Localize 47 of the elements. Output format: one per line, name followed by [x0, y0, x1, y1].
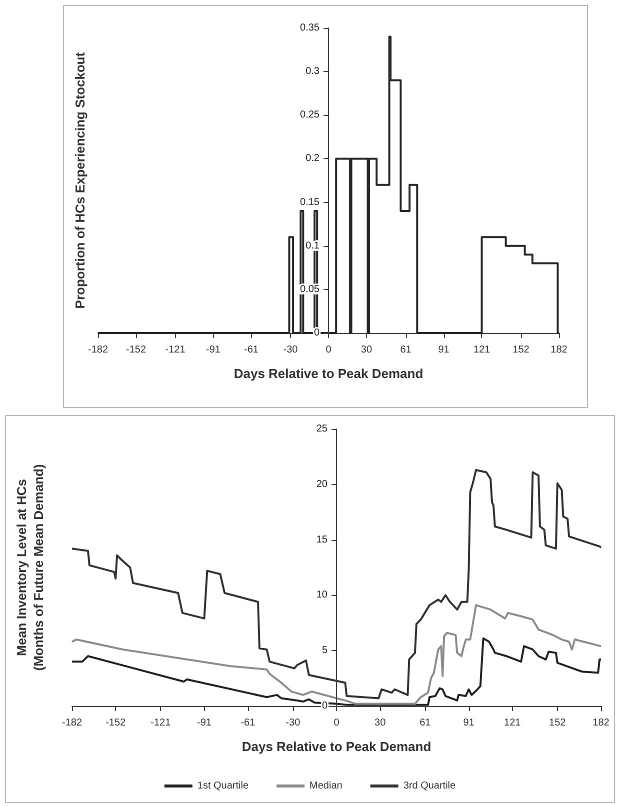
y-tick-label: 0.35: [300, 22, 320, 34]
x-tick-label: 30: [374, 718, 386, 728]
y-tick-label: 0: [322, 700, 328, 712]
y-tick-label: 15: [316, 534, 328, 546]
x-tick-label: -30: [283, 344, 298, 356]
x-tick-label: 152: [512, 344, 530, 356]
y-tick-label: 0.2: [306, 153, 320, 164]
legend-label: 1st Quartile: [197, 780, 249, 792]
line-series: [71, 468, 602, 700]
x-tick-label: 121: [473, 344, 491, 356]
y-tick-label: 5: [322, 645, 328, 656]
x-tick-label: -121: [165, 344, 186, 356]
x-tick-label: -30: [286, 718, 301, 728]
x-tick-label: 182: [592, 718, 610, 728]
y-tick-label: 0.3: [306, 66, 320, 78]
x-tick-label: 61: [400, 344, 412, 356]
y-tick-label: 0.05: [300, 284, 320, 295]
x-tick-label: 91: [438, 344, 450, 356]
y-tick-label: 0.25: [300, 110, 320, 121]
x-tick-label: -152: [126, 344, 146, 356]
x-tick-label: 182: [550, 344, 568, 356]
y-tick-label: 25: [316, 424, 328, 434]
x-tick-label: -152: [106, 718, 126, 728]
x-tick-label: -182: [62, 718, 82, 728]
x-tick-label: 91: [463, 718, 475, 728]
x-tick-label: 152: [549, 718, 566, 728]
x-tick-label: -61: [244, 344, 259, 356]
y-tick-label: 20: [316, 478, 328, 490]
x-tick-label: 61: [420, 718, 432, 728]
x-tick-label: -61: [240, 718, 256, 728]
x-tick-label: -182: [88, 344, 108, 356]
x-tick-label: 0: [334, 718, 340, 728]
y-tick-label: 0: [314, 328, 320, 338]
x-tick-label: -91: [197, 718, 212, 728]
x-axis-title: Days Relative to Peak Demand: [242, 739, 432, 754]
x-tick-label: -121: [150, 718, 172, 728]
x-axis-title: Days Relative to Peak Demand: [234, 366, 424, 381]
legend-label: 3rd Quartile: [403, 780, 456, 792]
y-tick-label: 0.1: [306, 240, 320, 252]
x-tick-label: 121: [504, 718, 522, 728]
y-axis-title: Mean Inventory Level at HCs (Months of Future Mean Demand): [14, 464, 46, 671]
y-axis-title: Proportion of HCs Experiencing Stockout: [72, 52, 88, 309]
x-tick-label: -91: [206, 344, 221, 356]
y-tick-label: 10: [316, 590, 328, 601]
legend-label: Median: [310, 780, 342, 792]
y-tick-label: 0.15: [300, 196, 320, 208]
x-tick-label: 30: [360, 344, 372, 356]
